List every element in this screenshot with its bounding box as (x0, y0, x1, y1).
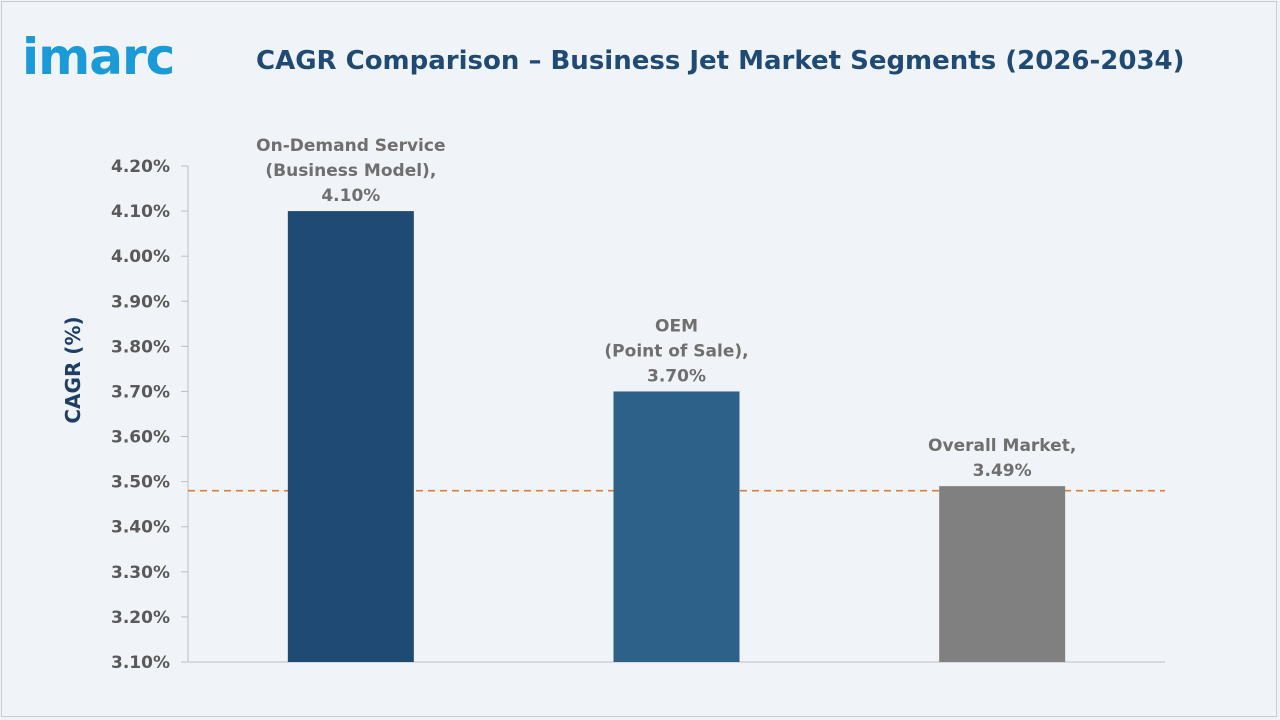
y-tick-label: 3.10% (111, 653, 170, 673)
imarc-logo: imarc (22, 28, 175, 86)
y-tick-label: 3.60% (111, 428, 170, 448)
y-tick-label: 3.20% (111, 608, 170, 628)
bar-1 (287, 211, 414, 662)
chart-title: CAGR Comparison – Business Jet Market Se… (256, 46, 1185, 76)
data-label: 3.49% (973, 461, 1032, 481)
y-axis-label: CAGR (%) (61, 316, 85, 423)
data-label: On-Demand Service (256, 136, 445, 156)
y-tick-label: 3.30% (111, 563, 170, 583)
bar-3 (939, 486, 1066, 662)
data-label: 4.10% (321, 186, 380, 206)
data-label: (Business Model), (265, 161, 436, 181)
y-tick-label: 3.90% (111, 292, 170, 312)
y-tick-label: 3.50% (111, 473, 170, 493)
data-labels: On-Demand Service (Business Model), 4.10% O… (256, 136, 1076, 481)
data-label: OEM (655, 316, 698, 336)
bar-2 (613, 391, 740, 662)
y-tick-label: 4.20% (111, 157, 170, 177)
bars (287, 211, 1066, 662)
y-tick-label: 3.40% (111, 518, 170, 538)
data-label: 3.70% (647, 366, 706, 386)
y-tick-label: 3.80% (111, 337, 170, 357)
data-label: (Point of Sale), (604, 341, 748, 361)
y-tick-label: 4.10% (111, 202, 170, 222)
data-label: Overall Market, (928, 436, 1076, 456)
y-tick-label: 4.00% (111, 247, 170, 267)
y-tick-label: 3.70% (111, 382, 170, 402)
axes: 3.10% 3.20% 3.30% 3.40% 3.50% 3.60% 3.70% 3.80%… (111, 157, 1165, 673)
